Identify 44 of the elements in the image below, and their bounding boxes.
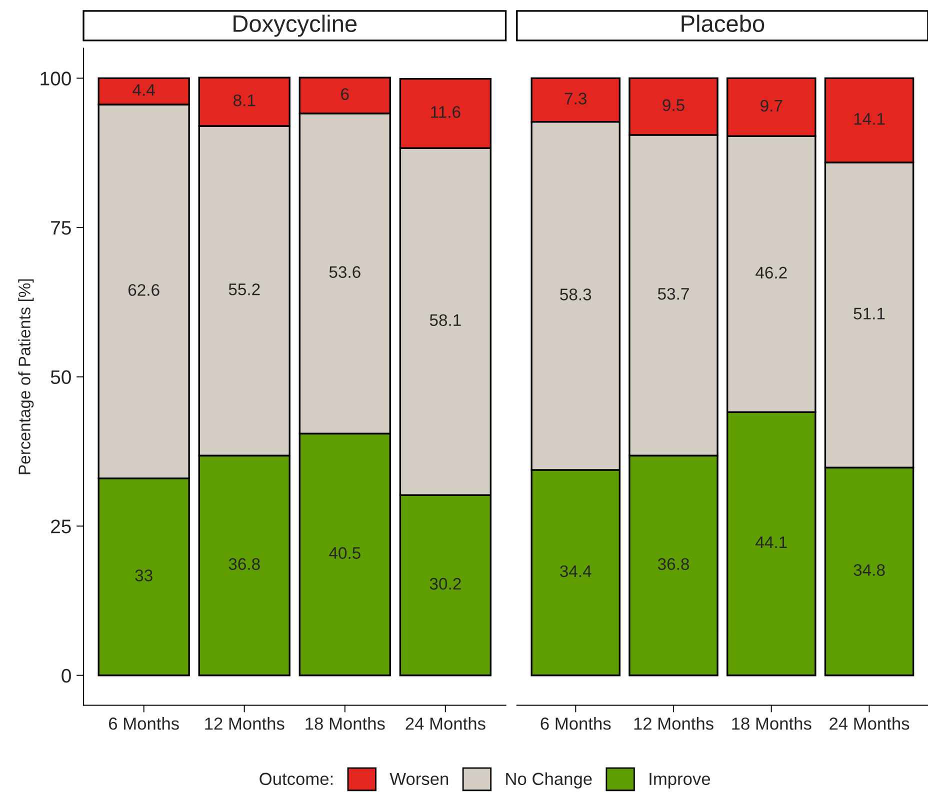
data-label: 44.1 [756, 536, 787, 548]
x-tick-label: 24 Months [406, 717, 486, 730]
legend-label: Improve [650, 772, 710, 789]
data-label: 53.6 [329, 266, 360, 278]
chart-title: Doxycycline [234, 14, 357, 37]
data-label: 46.2 [756, 266, 787, 279]
data-label: 9.7 [760, 100, 782, 112]
data-label: 33 [135, 570, 152, 582]
data-label: 4.4 [132, 84, 155, 96]
x-tick-label: 24 Months [830, 717, 910, 730]
y-tick-label: 25 [51, 520, 71, 534]
data-label: 7.3 [564, 92, 586, 104]
data-label: 58.1 [430, 314, 461, 326]
legend-label: No Change [506, 772, 592, 789]
data-label: 58.3 [560, 288, 592, 300]
legend-label: Worsen [390, 772, 448, 786]
legend-title: Outcome: [260, 772, 333, 786]
y-tick-label: 100 [40, 72, 71, 86]
data-label: 8.1 [234, 94, 256, 106]
data-label: 51.1 [854, 308, 885, 320]
y-tick-label: 0 [62, 668, 71, 683]
x-tick-label: 12 Months [634, 717, 714, 730]
data-label: 36.8 [228, 558, 260, 570]
y-tick-label: 75 [51, 221, 71, 235]
data-label: 9.5 [662, 99, 684, 112]
data-label: 40.5 [329, 547, 360, 559]
data-label: 55.2 [228, 283, 260, 296]
data-label: 34.8 [854, 564, 885, 576]
data-label: 11.6 [431, 106, 460, 118]
x-tick-label: 18 Months [306, 717, 385, 730]
chart-title: Placebo [682, 14, 764, 32]
data-label: 6 [341, 88, 349, 100]
x-tick-label: 6 Months [109, 717, 179, 730]
y-axis-title: Percentage of Patients [%] [18, 279, 34, 474]
data-label: 62.6 [128, 284, 160, 296]
x-tick-label: 12 Months [205, 717, 284, 730]
x-tick-label: 18 Months [732, 717, 812, 730]
y-tick-label: 50 [50, 370, 71, 384]
data-label: 14.1 [854, 113, 885, 125]
data-label: 36.8 [658, 558, 690, 570]
data-label: 53.7 [658, 288, 689, 300]
x-tick-label: 6 Months [540, 717, 611, 730]
data-label: 34.4 [560, 565, 592, 578]
data-label: 30.2 [430, 578, 461, 590]
